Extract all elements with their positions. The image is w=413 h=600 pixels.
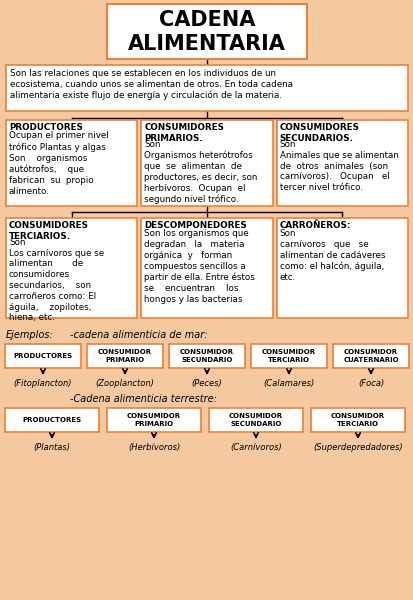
FancyBboxPatch shape [250, 344, 326, 368]
Text: CADENA
ALIMENTARIA: CADENA ALIMENTARIA [128, 10, 285, 53]
FancyBboxPatch shape [169, 344, 244, 368]
FancyBboxPatch shape [276, 120, 407, 206]
Text: PRODUCTORES: PRODUCTORES [9, 123, 83, 132]
Text: CONSUMIDOR
PRIMARIO: CONSUMIDOR PRIMARIO [98, 349, 152, 362]
FancyBboxPatch shape [276, 218, 407, 318]
Text: (Superdepredadores): (Superdepredadores) [312, 443, 402, 452]
Text: (Peces): (Peces) [191, 379, 222, 388]
Text: CONSUMIDOR
TERCIARIO: CONSUMIDOR TERCIARIO [261, 349, 315, 362]
Text: (Fitoplancton): (Fitoplancton) [14, 379, 72, 388]
Text: CONSUMIDORES
SECUNDARIOS.: CONSUMIDORES SECUNDARIOS. [279, 123, 359, 143]
Text: Ocupan el primer nivel
trófico Plantas y algas
Son    organismos
autótrofos,    : Ocupan el primer nivel trófico Plantas y… [9, 131, 109, 196]
Text: Son
carnívoros   que   se
alimentan de cadáveres
como: el halcón, águila,
etc.: Son carnívoros que se alimentan de cadáv… [279, 229, 384, 282]
FancyBboxPatch shape [107, 408, 201, 432]
Text: (Plantas): (Plantas) [33, 443, 70, 452]
Text: CONSUMIDORES
TERCIARIOS.: CONSUMIDORES TERCIARIOS. [9, 221, 89, 241]
FancyBboxPatch shape [6, 65, 407, 111]
FancyBboxPatch shape [6, 218, 137, 318]
FancyBboxPatch shape [141, 218, 272, 318]
FancyBboxPatch shape [209, 408, 302, 432]
Text: (Carnívoros): (Carnívoros) [230, 443, 281, 452]
FancyBboxPatch shape [6, 120, 137, 206]
Text: PRODUCTORES: PRODUCTORES [13, 353, 72, 359]
Text: Ejemplos:: Ejemplos: [6, 330, 54, 340]
Text: (Zooplancton): (Zooplancton) [95, 379, 154, 388]
Text: Son
Los carnívoros que se
alimentan       de
consumidores
secundarios,    son
ca: Son Los carnívoros que se alimentan de c… [9, 238, 104, 322]
FancyBboxPatch shape [310, 408, 404, 432]
Text: PRODUCTORES: PRODUCTORES [22, 417, 81, 423]
FancyBboxPatch shape [5, 408, 99, 432]
Text: Son
Animales que se alimentan
de  otros  animales  (son
carnívoros).   Ocupan   : Son Animales que se alimentan de otros a… [279, 140, 398, 192]
Text: -cadena alimenticia de mar:: -cadena alimenticia de mar: [70, 330, 207, 340]
Text: CONSUMIDOR
SECUNDARIO: CONSUMIDOR SECUNDARIO [228, 413, 282, 427]
Text: CONSUMIDOR
CUATERNARIO: CONSUMIDOR CUATERNARIO [342, 349, 398, 362]
Text: Son los organismos que
degradan   la   materia
orgánica  y   forman
compuestos s: Son los organismos que degradan la mater… [144, 229, 254, 304]
FancyBboxPatch shape [332, 344, 408, 368]
FancyBboxPatch shape [5, 344, 81, 368]
Text: Son las relaciones que se establecen en los individuos de un
ecosistema, cuando : Son las relaciones que se establecen en … [10, 69, 292, 100]
Text: CONSUMIDORES
PRIMARIOS.: CONSUMIDORES PRIMARIOS. [144, 123, 224, 143]
Text: CARROÑEROS:: CARROÑEROS: [279, 221, 350, 230]
Text: Son
Organismos heterótrofos
que  se  alimentan  de
productores, es decir, son
he: Son Organismos heterótrofos que se alime… [144, 140, 257, 204]
Text: (Herbívoros): (Herbívoros) [128, 443, 180, 452]
Text: (Calamares): (Calamares) [263, 379, 314, 388]
Text: DESCOMPONEDORES: DESCOMPONEDORES [144, 221, 247, 230]
Text: CONSUMIDOR
TERCIARIO: CONSUMIDOR TERCIARIO [330, 413, 384, 427]
Text: CONSUMIDOR
PRIMARIO: CONSUMIDOR PRIMARIO [127, 413, 180, 427]
FancyBboxPatch shape [107, 4, 306, 59]
Text: CONSUMIDOR
SECUNDARIO: CONSUMIDOR SECUNDARIO [180, 349, 233, 362]
Text: (Foca): (Foca) [357, 379, 383, 388]
FancyBboxPatch shape [141, 120, 272, 206]
FancyBboxPatch shape [87, 344, 163, 368]
Text: -Cadena alimenticia terrestre:: -Cadena alimenticia terrestre: [70, 394, 216, 404]
